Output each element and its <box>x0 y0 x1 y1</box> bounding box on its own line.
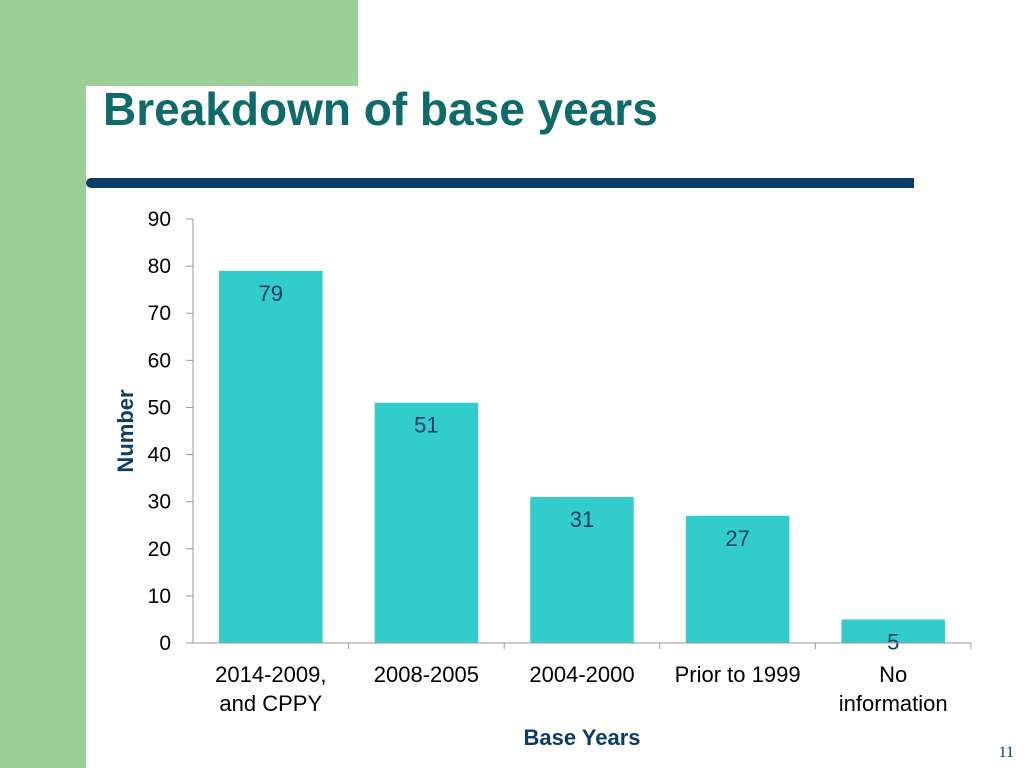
y-tick-label: 10 <box>148 585 171 608</box>
x-tick-label: 2014-2009, and CPPY <box>215 662 326 716</box>
y-tick-label: 90 <box>148 208 171 231</box>
slide-title: Breakdown of base years <box>103 83 658 135</box>
y-tick-label: 50 <box>148 396 171 419</box>
y-tick-label: 20 <box>148 538 171 561</box>
data-label: 79 <box>259 281 283 306</box>
x-axis-title: Base Years <box>523 725 640 750</box>
y-tick-label: 30 <box>148 491 171 514</box>
title-underline-rule <box>86 178 914 188</box>
y-tick-label: 40 <box>148 444 171 467</box>
y-tick-label: 70 <box>148 302 171 325</box>
y-axis-title: Number <box>113 389 138 473</box>
y-tick-label: 0 <box>159 632 171 655</box>
slide-number: 11 <box>998 744 1014 761</box>
data-label: 27 <box>725 526 749 551</box>
data-label: 31 <box>570 507 594 532</box>
x-tick-label: 2008-2005 <box>374 662 479 687</box>
y-tick-label: 80 <box>148 255 171 278</box>
x-tick-label: 2004-2000 <box>529 662 634 687</box>
x-axis: 2014-2009, and CPPY 2008-2005 2004-2000 Prio… <box>193 642 972 716</box>
data-label: 5 <box>887 629 899 654</box>
y-axis: 0 10 20 30 40 50 60 70 80 90 <box>148 208 194 655</box>
bar <box>374 402 479 643</box>
bar <box>530 496 634 643</box>
bar <box>841 619 945 643</box>
x-tick-label: No information <box>839 662 948 716</box>
y-tick-label: 60 <box>148 349 171 372</box>
background-band-left <box>0 0 86 768</box>
bars: 79 51 31 27 5 <box>219 270 945 654</box>
data-label: 51 <box>414 413 438 438</box>
bar <box>685 515 790 643</box>
bar <box>219 270 323 643</box>
x-tick-label: Prior to 1999 <box>675 662 801 687</box>
